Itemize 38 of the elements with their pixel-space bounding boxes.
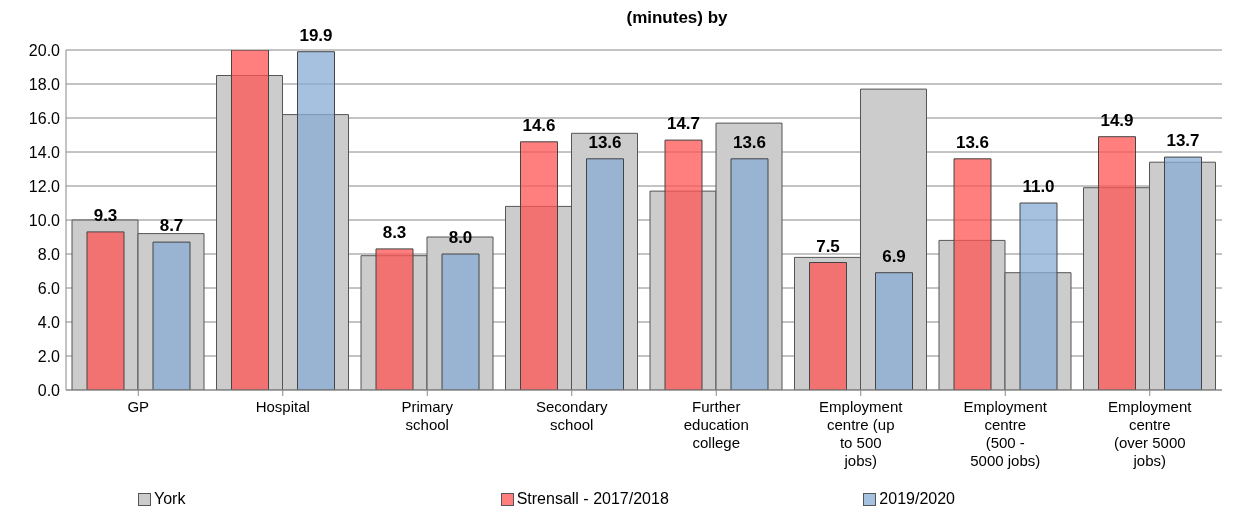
y-tick-label: 16.0 — [28, 109, 61, 127]
legend-label: 2019/2020 — [879, 490, 955, 508]
y-tick-label: 8.0 — [37, 245, 61, 263]
data-label: 13.6 — [588, 132, 622, 152]
x-tick-label: Primary school — [401, 398, 454, 433]
y-tick-label: 18.0 — [28, 75, 61, 93]
x-tick-label: Hospital — [255, 398, 310, 415]
data-label: 8.7 — [159, 216, 184, 236]
y-tick-label: 14.0 — [28, 143, 61, 161]
data-label: 19.9 — [299, 25, 333, 45]
y-tick-label: 0.0 — [37, 381, 61, 399]
legend-label: Strensall - 2017/2018 — [516, 490, 669, 508]
data-label: 8.3 — [382, 222, 407, 242]
data-label: 14.6 — [522, 115, 556, 135]
data-label: 7.5 — [816, 236, 840, 256]
data-label: 9.3 — [93, 205, 118, 225]
x-tick-label: Employment centre (over 5000 jobs) — [1108, 398, 1193, 469]
legend-label: York — [154, 490, 186, 508]
x-tick-label: Secondary school — [535, 398, 609, 433]
chart-title: (minutes) by — [626, 8, 728, 27]
data-label: 14.9 — [1100, 110, 1134, 130]
data-label: 13.7 — [1166, 131, 1200, 151]
data-label: 13.6 — [955, 132, 990, 152]
y-tick-label: 12.0 — [28, 177, 61, 195]
y-tick-label: 10.0 — [28, 211, 61, 229]
x-tick-label: Employment centre (500 - 5000 jobs) — [963, 398, 1048, 469]
x-tick-label: Employment centre (up to 500 jobs) — [819, 398, 904, 469]
data-label: 11.0 — [1022, 177, 1055, 196]
data-label: 8.0 — [448, 228, 473, 247]
y-tick-label: 4.0 — [37, 313, 61, 331]
y-tick-label: 6.0 — [37, 279, 61, 297]
y-tick-label: 2.0 — [37, 347, 61, 365]
data-label: 13.6 — [732, 132, 767, 152]
data-label: 14.7 — [666, 114, 701, 134]
x-tick-label: Further education college — [683, 398, 749, 451]
y-tick-label: 20.0 — [28, 41, 61, 59]
data-label: 6.9 — [882, 246, 906, 266]
x-tick-label: GP — [127, 398, 150, 415]
